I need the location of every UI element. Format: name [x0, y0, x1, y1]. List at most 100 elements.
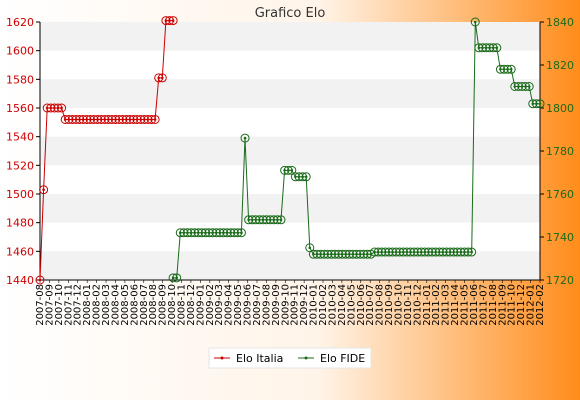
x-tick-label: 2010-10: [393, 284, 404, 326]
elo-fide-point-dot: [473, 20, 477, 24]
grid-band: [40, 79, 540, 108]
grid-bands: [40, 22, 540, 280]
x-tick-label: 2007-08: [35, 284, 46, 326]
elo-fide-point-dot: [527, 85, 531, 88]
elo-italia-point-dot: [161, 76, 164, 80]
elo-italia-point: [57, 103, 67, 113]
grid-band: [40, 22, 540, 51]
elo-fide-point-dot: [304, 175, 308, 179]
legend-label-italia: Elo Italia: [236, 352, 283, 365]
left-tick-label: 1440: [6, 274, 34, 287]
elo-fide-point-dot: [470, 250, 473, 254]
x-tick-label: 2007-09: [44, 284, 55, 326]
left-tick-label: 1560: [6, 102, 34, 115]
right-tick-label: 1760: [546, 188, 574, 201]
elo-italia-point: [39, 185, 49, 195]
left-tick-label: 1500: [6, 188, 34, 201]
x-tick-label: 2010-02: [318, 284, 329, 326]
x-tick-label: 2011-01: [422, 284, 433, 326]
left-tick-label: 1600: [6, 45, 34, 58]
elo-italia-point: [35, 275, 45, 285]
elo-italia-point: [168, 16, 178, 26]
grid-band: [40, 136, 540, 166]
chart-title: Grafico Elo: [255, 6, 326, 21]
x-tick-label: 2009-06: [243, 284, 254, 326]
left-axis-ticks: 1440 1460 1480 1500 1520 1540 1560 1580 1600 1620: [6, 16, 40, 287]
x-tick-label: 2010-12: [412, 284, 423, 326]
x-tick-label: 2011-10: [507, 284, 518, 326]
x-tick-label: 2008-10: [167, 284, 178, 326]
x-tick-label: 2010-03: [327, 284, 338, 326]
left-tick-label: 1480: [6, 217, 34, 230]
right-tick-label: 1840: [546, 16, 574, 29]
x-tick-label: 2011-05: [460, 284, 471, 326]
elo-italia-point: [150, 114, 160, 124]
x-tick-label: 2009-10: [280, 284, 291, 326]
x-tick-label: 2008-05: [120, 284, 131, 326]
legend-marker-italia: [220, 356, 224, 360]
elo-fide-point: [467, 247, 477, 257]
elo-italia-point-dot: [153, 118, 157, 121]
legend-label-fide: Elo FIDE: [320, 352, 365, 365]
right-tick-label: 1720: [546, 274, 574, 287]
x-tick-label: 2010-11: [403, 284, 414, 326]
x-tick-label: 2009-12: [299, 284, 310, 326]
elo-fide-point-dot: [290, 169, 294, 172]
legend-box: [208, 347, 372, 369]
grid-band: [40, 194, 540, 223]
right-tick-label: 1780: [546, 145, 574, 158]
x-tick-label: 2009-01: [195, 284, 206, 326]
elo-fide-point-dot: [509, 68, 513, 71]
elo-fide-point-dot: [243, 136, 247, 140]
right-tick-label: 1740: [546, 231, 574, 244]
series-elo-italia: [35, 16, 178, 285]
elo-fide-point: [524, 82, 534, 91]
x-tick-label: 2010-07: [365, 284, 376, 326]
elo-fide-point: [240, 133, 250, 143]
elo-italia-point-dot: [60, 106, 63, 110]
x-tick-label: 2010-06: [356, 284, 367, 326]
x-tick-label: 2007-10: [54, 284, 65, 326]
left-tick-label: 1580: [6, 73, 34, 86]
elo-fide-point-dot: [175, 276, 178, 280]
elo-fide-point-dot: [538, 102, 542, 105]
legend-item-fide: Elo FIDE: [298, 352, 365, 365]
x-tick-label: 2011-08: [488, 284, 499, 326]
x-tick-label: 2008-11: [177, 284, 188, 326]
x-tick-label: 2008-02: [92, 284, 103, 326]
elo-fide-point-dot: [279, 218, 283, 222]
elo-italia-point-dot: [38, 278, 42, 282]
x-tick-label: 2008-12: [186, 284, 197, 326]
x-tick-label: 2011-09: [497, 284, 508, 326]
x-tick-label: 2008-09: [158, 284, 169, 326]
x-tick-label: 2008-06: [129, 284, 140, 326]
elo-fide-point: [301, 172, 311, 182]
left-tick-label: 1520: [6, 159, 34, 172]
elo-italia-point-dot: [42, 188, 45, 191]
x-tick-label: 2007-11: [63, 284, 74, 326]
x-tick-label: 2008-07: [139, 284, 150, 326]
x-tick-label: 2012-01: [526, 284, 537, 326]
elo-fide-point: [470, 17, 480, 27]
x-tick-label: 2009-11: [290, 284, 301, 326]
x-tick-label: 2011-12: [516, 284, 527, 326]
x-tick-label: 2011-02: [431, 284, 442, 326]
x-tick-label: 2011-07: [478, 284, 489, 326]
x-tick-label: 2009-03: [214, 284, 225, 326]
legend-item-italia: Elo Italia: [214, 352, 283, 365]
x-tick-label: 2012-02: [535, 284, 546, 326]
elo-fide-point-dot: [308, 246, 312, 250]
x-tick-label: 2008-08: [148, 284, 159, 326]
x-tick-label: 2011-04: [450, 284, 461, 326]
elo-italia-point: [157, 73, 167, 83]
elo-fide-point: [506, 64, 516, 74]
x-tick-label: 2008-04: [110, 284, 121, 326]
x-tick-label: 2010-05: [346, 284, 357, 326]
x-tick-label: 2009-04: [224, 284, 235, 326]
x-axis-ticks: 2007-082007-092007-102007-112007-122008-…: [35, 280, 546, 326]
elo-fide-point: [492, 43, 502, 53]
left-tick-label: 1620: [6, 16, 34, 29]
elo-fide-point: [236, 228, 246, 238]
x-tick-label: 2009-07: [252, 284, 263, 326]
